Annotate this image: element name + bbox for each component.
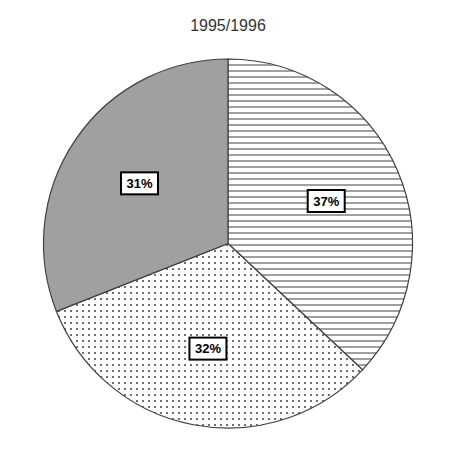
- svg-text:31%: 31%: [126, 176, 152, 191]
- html-text:1995/1996: 1995/1996: [190, 17, 266, 34]
- svg-text:37%: 37%: [313, 194, 339, 209]
- svg-text:32%: 32%: [195, 341, 221, 356]
